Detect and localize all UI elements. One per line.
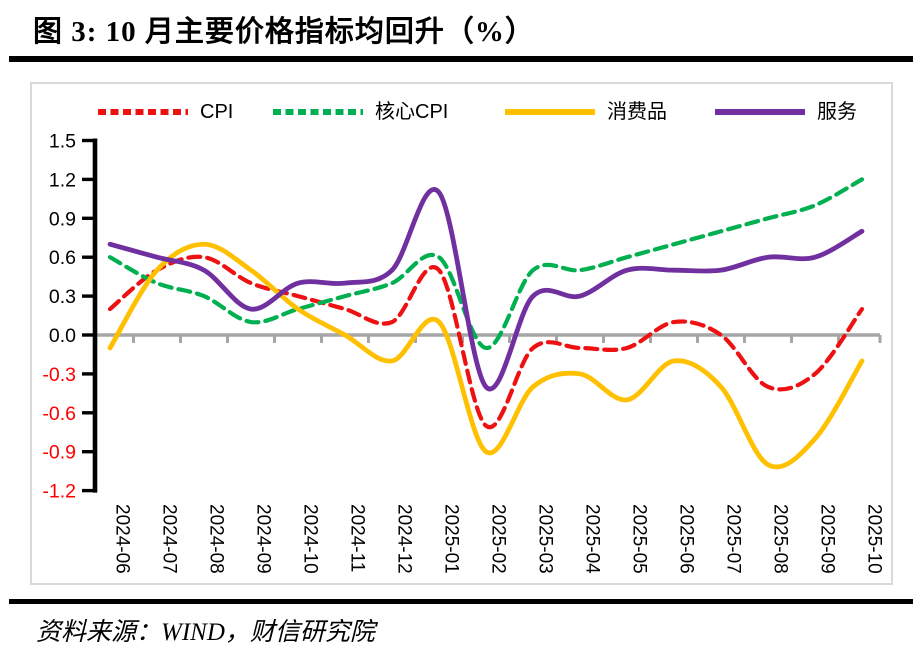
svg-text:2024-06: 2024-06	[112, 504, 133, 574]
svg-text:2024-12: 2024-12	[394, 504, 415, 574]
core-cpi-line-swatch-icon	[273, 109, 363, 115]
legend-item-core-cpi: 核心CPI	[270, 100, 448, 124]
svg-text:-0.9: -0.9	[42, 442, 76, 464]
source-note: 资料来源：WIND，财信研究院	[36, 619, 375, 646]
cpi-line-swatch-icon	[98, 109, 188, 115]
svg-text:2025-09: 2025-09	[817, 504, 838, 574]
legend-item-consumer-goods: 消费品	[502, 100, 667, 124]
svg-text:2025-06: 2025-06	[676, 504, 697, 574]
svg-text:2025-10: 2025-10	[864, 504, 885, 574]
svg-text:-0.6: -0.6	[42, 403, 76, 425]
legend-item-services: 服务	[712, 100, 857, 124]
figure-title: 图 3: 10 月主要价格指标均回升（%）	[33, 16, 535, 48]
svg-text:2025-02: 2025-02	[488, 504, 509, 574]
svg-text:2025-07: 2025-07	[723, 504, 744, 574]
legend-label-core-cpi: 核心CPI	[375, 101, 449, 123]
svg-text:0.0: 0.0	[49, 325, 76, 347]
svg-text:2024-07: 2024-07	[159, 504, 180, 574]
services-line-swatch-icon	[715, 109, 805, 115]
svg-text:1.2: 1.2	[49, 169, 76, 191]
svg-text:2025-04: 2025-04	[582, 504, 603, 574]
svg-text:-0.3: -0.3	[42, 364, 76, 386]
bottom-rule	[9, 599, 913, 604]
legend-label-services: 服务	[817, 101, 857, 123]
svg-text:2024-08: 2024-08	[206, 504, 227, 574]
svg-text:2025-03: 2025-03	[535, 504, 556, 574]
svg-text:0.3: 0.3	[49, 286, 76, 308]
svg-text:1.5: 1.5	[49, 130, 76, 152]
legend-label-consumer-goods: 消费品	[607, 101, 667, 123]
title-underline-rule	[9, 56, 913, 62]
consumer-goods-line-swatch-icon	[505, 109, 595, 115]
price-chart-svg: 1.5 1.2 0.9 0.6 0.3 0.0 -0.3 -0.6 -0.9 -1.2 2024-0…	[42, 130, 885, 574]
legend-label-cpi: CPI	[200, 101, 234, 123]
chart-panel: 1.5 1.2 0.9 0.6 0.3 0.0 -0.3 -0.6 -0.9 -1.2 2024-0…	[30, 82, 893, 585]
svg-text:2025-01: 2025-01	[441, 504, 462, 574]
svg-text:0.6: 0.6	[49, 247, 76, 269]
svg-text:2024-10: 2024-10	[300, 504, 321, 574]
svg-text:2024-09: 2024-09	[253, 504, 274, 574]
svg-text:2025-08: 2025-08	[770, 504, 791, 574]
svg-text:0.9: 0.9	[49, 208, 76, 230]
svg-text:2024-11: 2024-11	[347, 504, 368, 572]
svg-text:-1.2: -1.2	[42, 481, 76, 503]
legend-item-cpi: CPI	[95, 100, 233, 124]
svg-text:2025-05: 2025-05	[629, 504, 650, 574]
